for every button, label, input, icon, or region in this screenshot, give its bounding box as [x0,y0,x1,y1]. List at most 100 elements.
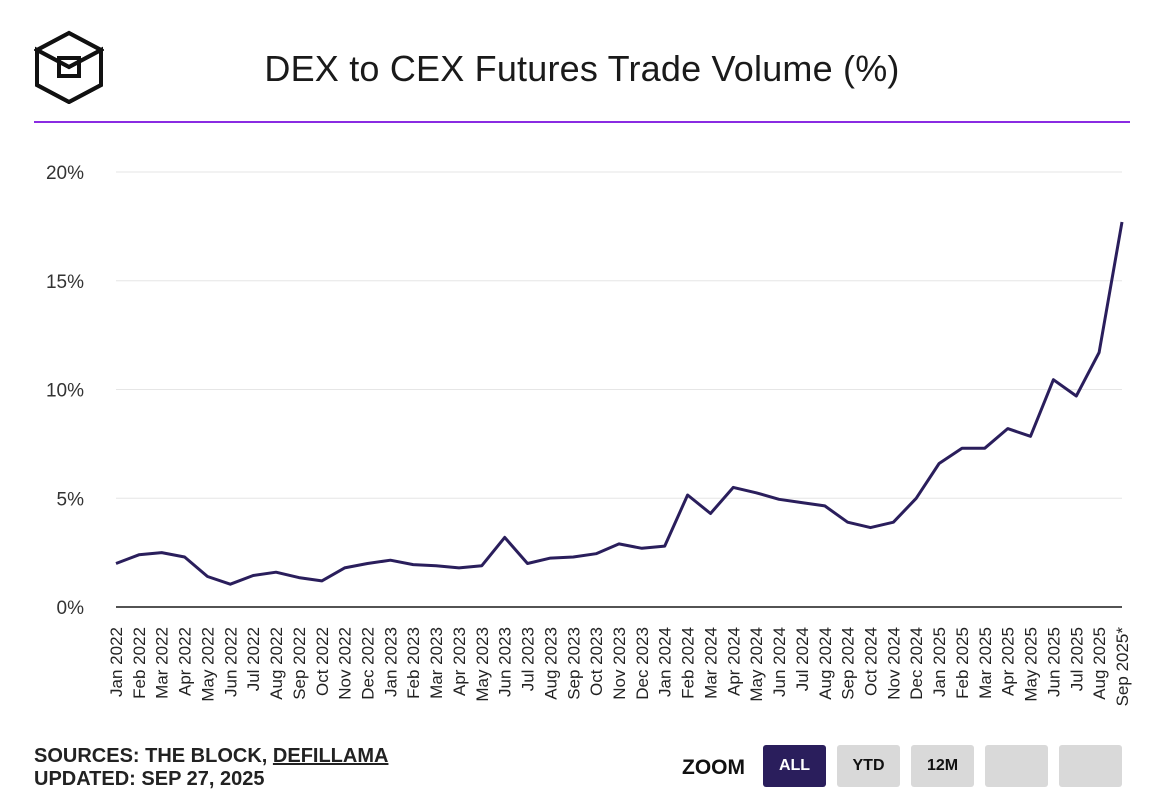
x-tick-label: Jul 2022 [244,627,263,691]
data-point[interactable] [590,548,602,560]
x-tick-label: Mar 2023 [427,627,446,699]
data-point[interactable] [727,481,739,493]
data-point[interactable] [567,551,579,563]
x-tick-label: Feb 2022 [130,627,149,699]
y-tick-label: 0% [57,598,85,619]
x-tick-label: Jun 2024 [770,627,789,697]
data-point[interactable] [1093,347,1105,359]
x-tick-label: Apr 2024 [724,627,743,696]
defillama-link[interactable]: DEFILLAMA [272,745,389,767]
data-point[interactable] [910,492,922,504]
x-axis-tick-labels: Jan 2022 Feb 2022 Mar 2022 Apr 2022 May 2022… [107,627,1132,707]
x-tick-label: Sep 2024 [839,627,858,700]
line-chart: 0% 5% 10% 15% 20% Jan 2022 Feb 2022 Mar 2022 Ap… [46,163,1132,707]
zoom-12m-button[interactable]: 12M [911,745,974,787]
y-tick-label: 15% [46,272,84,293]
y-tick-label: 20% [46,163,84,184]
data-point[interactable] [362,558,374,570]
data-point[interactable] [544,552,556,564]
zoom-blank-button-2[interactable] [1059,745,1122,787]
data-point[interactable] [407,559,419,571]
data-point[interactable] [1002,423,1014,435]
x-tick-label: Jan 2025 [930,627,949,697]
data-point[interactable] [133,549,145,561]
data-point[interactable] [270,566,282,578]
data-point[interactable] [636,542,648,554]
data-point[interactable] [1116,216,1128,228]
data-point[interactable] [750,487,762,499]
series [110,216,1128,590]
data-point[interactable] [1047,374,1059,386]
data-point[interactable] [476,560,488,572]
series-line [115,221,1124,586]
data-point[interactable] [110,558,122,570]
x-tick-label: Aug 2024 [816,627,835,700]
zoom-ytd-button[interactable]: YTD [837,745,900,787]
chart-title: DEX to CEX Futures Trade Volume (%) [264,48,900,89]
data-point[interactable] [384,554,396,566]
grid-lines [116,171,1122,608]
data-point[interactable] [865,522,877,534]
y-tick-label: 5% [57,489,85,510]
data-point[interactable] [316,575,328,587]
data-point[interactable] [179,551,191,563]
x-tick-label: Oct 2023 [587,627,606,696]
data-point[interactable] [704,507,716,519]
x-tick-label: Dec 2024 [907,627,926,700]
data-point[interactable] [522,558,534,570]
x-tick-label: Nov 2023 [610,627,629,700]
sources-prefix: SOURCES: THE BLOCK, [34,745,273,767]
x-tick-label: May 2023 [473,627,492,702]
data-point[interactable] [453,562,465,574]
zoom-blank-button-1[interactable] [985,745,1048,787]
data-point[interactable] [682,489,694,501]
zoom-all-button[interactable]: ALL [763,745,826,787]
x-tick-label: Oct 2022 [313,627,332,696]
x-tick-label: Mar 2024 [701,627,720,699]
x-tick-label: Jan 2023 [381,627,400,697]
x-tick-label: Mar 2025 [976,627,995,699]
data-point[interactable] [499,531,511,543]
data-point[interactable] [224,578,236,590]
data-point[interactable] [430,560,442,572]
data-point[interactable] [201,571,213,583]
x-tick-label: Jul 2024 [793,627,812,691]
y-tick-label: 10% [46,381,84,402]
data-point[interactable] [819,500,831,512]
sources-text: SOURCES: THE BLOCK, DEFILLAMA [34,745,388,768]
data-point[interactable] [659,540,671,552]
data-point[interactable] [293,572,305,584]
data-point[interactable] [933,457,945,469]
data-point[interactable] [339,562,351,574]
data-point[interactable] [979,442,991,454]
x-tick-label: Jun 2023 [496,627,515,697]
x-tick-label: May 2025 [1022,627,1041,702]
x-tick-label: Jan 2022 [107,627,126,697]
data-point[interactable] [887,516,899,528]
x-tick-label: Apr 2025 [999,627,1018,696]
data-point[interactable] [1025,430,1037,442]
data-point[interactable] [156,547,168,559]
data-point[interactable] [247,569,259,581]
data-point[interactable] [1070,390,1082,402]
data-point[interactable] [796,497,808,509]
x-tick-label: May 2024 [747,627,766,702]
x-tick-label: Feb 2023 [404,627,423,699]
x-tick-label: Jul 2023 [519,627,538,691]
x-tick-label: Aug 2022 [267,627,286,700]
data-point[interactable] [773,493,785,505]
x-tick-label: Aug 2025 [1090,627,1109,700]
x-tick-label: Nov 2022 [336,627,355,700]
x-tick-label: Dec 2022 [359,627,378,700]
data-point[interactable] [613,538,625,550]
zoom-label: ZOOM [682,756,745,779]
data-point[interactable] [956,442,968,454]
x-tick-label: Nov 2024 [884,627,903,700]
x-tick-label: Feb 2025 [953,627,972,699]
x-tick-label: Oct 2024 [862,627,881,696]
x-tick-label: Aug 2023 [541,627,560,700]
x-tick-label: Sep 2023 [564,627,583,700]
data-point[interactable] [842,516,854,528]
updated-text: UPDATED: SEP 27, 2025 [34,768,265,790]
x-tick-label: Dec 2023 [633,627,652,700]
